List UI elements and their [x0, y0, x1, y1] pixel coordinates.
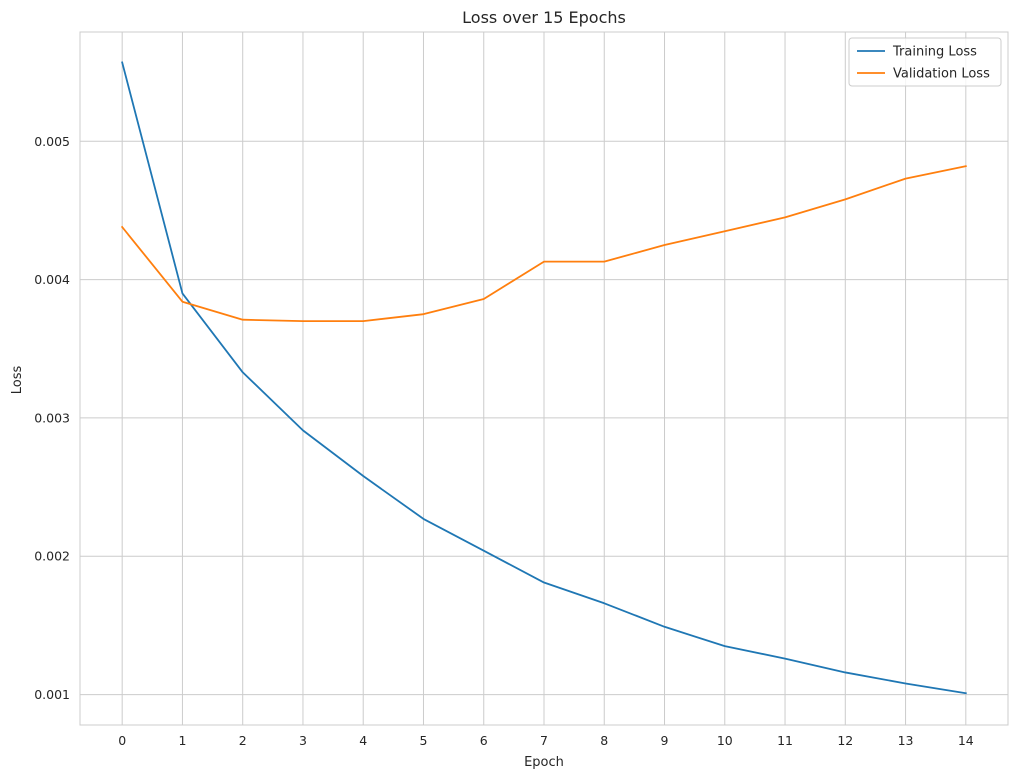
grid-layer	[80, 32, 1008, 725]
x-tick-label: 14	[958, 733, 974, 748]
y-axis-label: Loss	[10, 366, 25, 395]
y-tick-label: 0.004	[34, 272, 70, 287]
y-tick-label: 0.003	[34, 410, 70, 425]
plot-frame	[79, 31, 1009, 726]
x-tick-label: 13	[898, 733, 914, 748]
y-tick-label: 0.001	[34, 687, 70, 702]
chart-title: Loss over 15 Epochs	[462, 8, 626, 27]
x-tick-label: 9	[661, 733, 669, 748]
x-tick-label: 3	[299, 733, 307, 748]
series-layer	[120, 61, 967, 695]
legend-box	[848, 37, 1002, 87]
x-tick-label: 8	[600, 733, 608, 748]
legend-label: Validation Loss	[893, 67, 990, 82]
x-tick-label: 0	[118, 733, 126, 748]
x-tick-label: 11	[777, 733, 793, 748]
x-tick-label: 5	[420, 733, 428, 748]
y-tick-label: 0.002	[34, 549, 70, 564]
x-tick-label: 10	[717, 733, 733, 748]
x-tick-label: 4	[359, 733, 367, 748]
y-tick-label: 0.005	[34, 134, 70, 149]
x-axis-label: Epoch	[524, 755, 564, 770]
x-tick-label: 6	[480, 733, 488, 748]
x-tick-label: 7	[540, 733, 548, 748]
x-tick-label: 1	[178, 733, 186, 748]
tick-labels: 0 1 2 3 4 5 6 7 8 9 10 11 12 13 140.0010.0020.0030.004…	[34, 134, 974, 748]
legend: Training Loss Validation Loss	[848, 37, 1002, 87]
x-tick-label: 2	[239, 733, 247, 748]
x-tick-label: 12	[837, 733, 853, 748]
legend-label: Training Loss	[892, 45, 977, 60]
